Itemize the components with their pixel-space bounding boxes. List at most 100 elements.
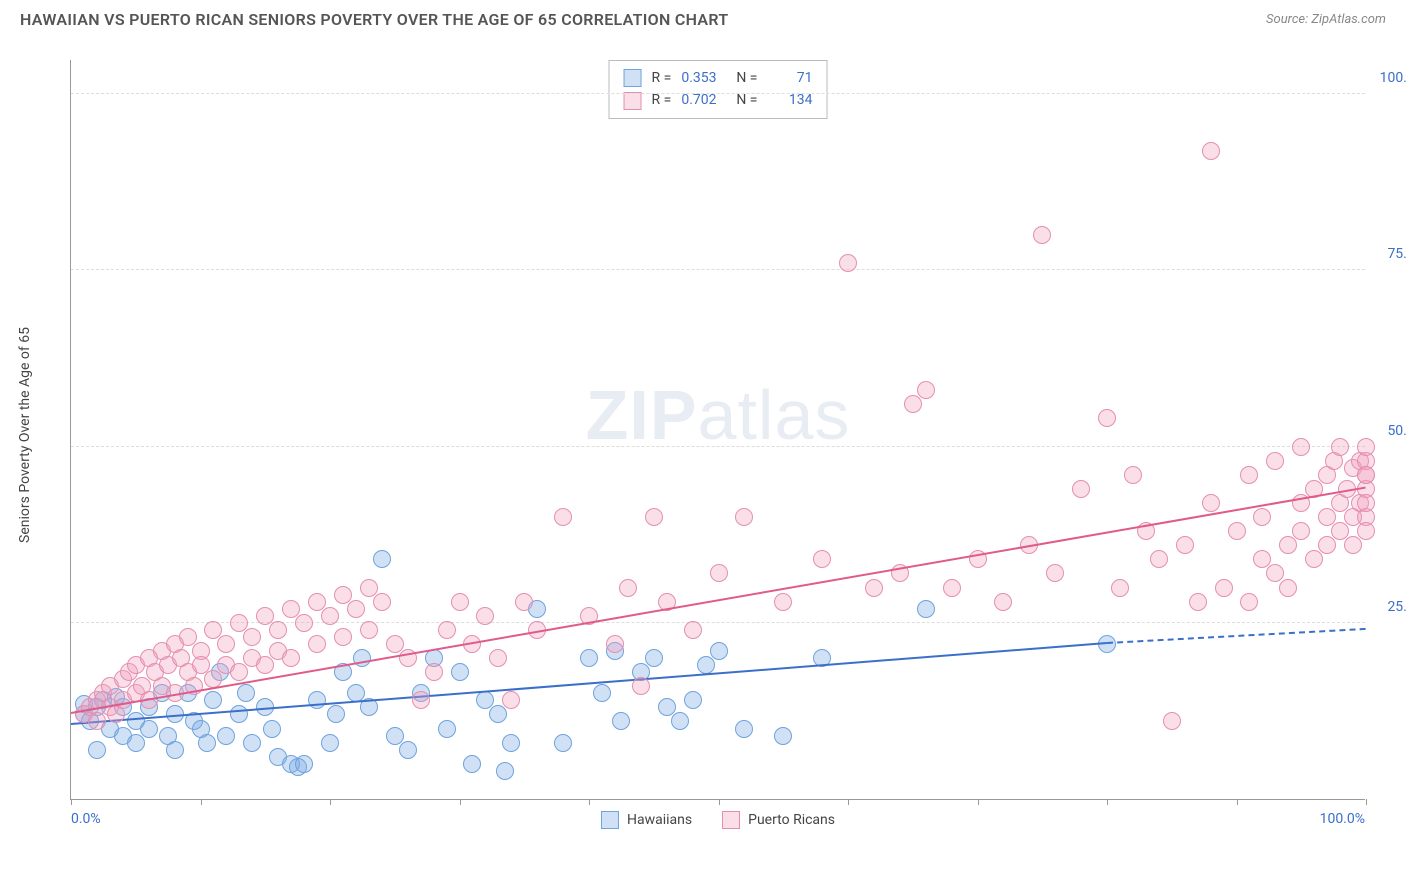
trend-line-dashed: [1107, 628, 1366, 644]
data-point: [1318, 536, 1336, 554]
data-point: [632, 677, 650, 695]
data-point: [684, 691, 702, 709]
data-point: [360, 621, 378, 639]
data-point: [645, 508, 663, 526]
data-point: [1124, 466, 1142, 484]
data-point: [308, 691, 326, 709]
data-point: [230, 705, 248, 723]
data-point: [1202, 494, 1220, 512]
data-point: [1344, 536, 1362, 554]
data-point: [217, 635, 235, 653]
data-point: [373, 550, 391, 568]
data-point: [1331, 438, 1349, 456]
data-point: [1240, 466, 1258, 484]
data-point: [684, 621, 702, 639]
watermark: ZIPatlas: [586, 375, 851, 455]
data-point: [1292, 438, 1310, 456]
data-point: [451, 593, 469, 611]
data-point: [917, 381, 935, 399]
data-point: [502, 734, 520, 752]
data-point: [865, 579, 883, 597]
data-point: [1163, 712, 1181, 730]
data-point: [373, 593, 391, 611]
data-point: [243, 628, 261, 646]
legend-label: Hawaiians: [627, 812, 692, 828]
legend-swatch: [624, 69, 642, 87]
data-point: [1357, 438, 1375, 456]
data-point: [515, 593, 533, 611]
y-tick-label: 100.0%: [1380, 70, 1406, 86]
data-point: [606, 635, 624, 653]
data-point: [1072, 480, 1090, 498]
data-point: [327, 705, 345, 723]
data-point: [904, 395, 922, 413]
data-point: [1046, 564, 1064, 582]
data-point: [243, 734, 261, 752]
data-point: [256, 656, 274, 674]
data-point: [1266, 452, 1284, 470]
x-tick: [460, 799, 461, 805]
data-point: [1189, 593, 1207, 611]
data-point: [347, 600, 365, 618]
watermark-rest: atlas: [698, 376, 851, 454]
data-point: [198, 734, 216, 752]
data-point: [308, 635, 326, 653]
data-point: [88, 741, 106, 759]
data-point: [593, 684, 611, 702]
data-point: [1305, 550, 1323, 568]
gridline: [71, 269, 1365, 270]
data-point: [612, 712, 630, 730]
data-point: [1215, 579, 1233, 597]
data-point: [554, 734, 572, 752]
data-point: [295, 614, 313, 632]
data-point: [334, 628, 352, 646]
plot-area: ZIPatlas R =0.353N =71R =0.702N =134 0.0…: [70, 60, 1365, 800]
data-point: [710, 642, 728, 660]
stat-n-label: N =: [736, 67, 757, 89]
data-point: [1292, 522, 1310, 540]
data-point: [1357, 494, 1375, 512]
data-point: [619, 579, 637, 597]
data-point: [140, 720, 158, 738]
data-point: [645, 649, 663, 667]
legend-swatch: [624, 92, 642, 110]
stat-n-value: 71: [767, 67, 812, 89]
data-point: [994, 593, 1012, 611]
x-tick: [71, 799, 72, 805]
x-tick: [589, 799, 590, 805]
x-tick: [1107, 799, 1108, 805]
x-tick: [978, 799, 979, 805]
series-legend: Hawaiians Puerto Ricans: [601, 811, 835, 829]
x-axis-max-label: 100.0%: [1320, 811, 1365, 827]
data-point: [1253, 508, 1271, 526]
stats-row: R =0.353N =71: [624, 67, 813, 89]
data-point: [438, 720, 456, 738]
legend-swatch: [601, 811, 619, 829]
data-point: [321, 734, 339, 752]
data-point: [735, 508, 753, 526]
data-point: [1098, 409, 1116, 427]
data-point: [269, 621, 287, 639]
data-point: [1357, 522, 1375, 540]
data-point: [321, 607, 339, 625]
data-point: [1150, 550, 1168, 568]
x-tick: [330, 799, 331, 805]
data-point: [697, 656, 715, 674]
data-point: [943, 579, 961, 597]
stats-legend: R =0.353N =71R =0.702N =134: [609, 60, 828, 119]
legend-item: Puerto Ricans: [722, 811, 835, 829]
data-point: [237, 684, 255, 702]
data-point: [263, 720, 281, 738]
data-point: [554, 508, 572, 526]
data-point: [88, 712, 106, 730]
data-point: [580, 649, 598, 667]
data-point: [230, 663, 248, 681]
data-point: [451, 663, 469, 681]
data-point: [204, 691, 222, 709]
x-axis-min-label: 0.0%: [71, 811, 101, 827]
gridline: [71, 93, 1365, 94]
data-point: [1279, 579, 1297, 597]
data-point: [774, 727, 792, 745]
data-point: [127, 734, 145, 752]
x-tick: [1366, 799, 1367, 805]
